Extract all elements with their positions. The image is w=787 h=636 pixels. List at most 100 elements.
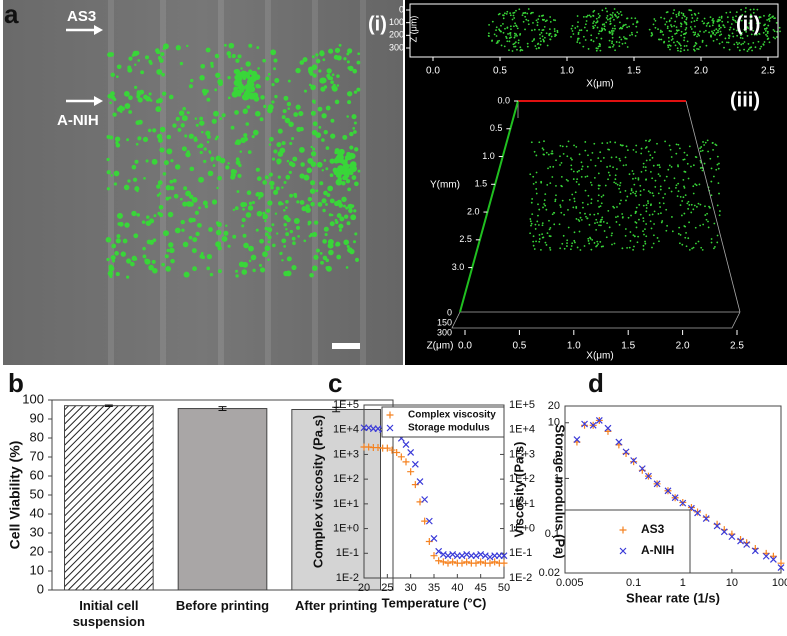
- cell: [607, 178, 609, 181]
- cell: [545, 208, 548, 211]
- cell: [659, 188, 662, 191]
- stripe: [108, 0, 114, 365]
- cell: [686, 154, 689, 157]
- cell: [259, 117, 264, 122]
- data-point: [604, 427, 612, 435]
- cell: [649, 191, 652, 194]
- cell: [695, 205, 698, 208]
- cell: [594, 222, 596, 225]
- cell: [531, 29, 533, 32]
- cell: [319, 181, 324, 186]
- y-tick-label: 10: [548, 417, 560, 429]
- cell: [549, 248, 552, 251]
- cell: [668, 164, 671, 167]
- cell: [263, 104, 267, 109]
- cell: [705, 44, 708, 47]
- cell: [509, 14, 512, 17]
- cell: [115, 272, 120, 277]
- cell: [329, 221, 335, 227]
- cell: [537, 214, 539, 217]
- cell: [683, 185, 685, 188]
- cell: [142, 254, 147, 259]
- cell: [322, 208, 326, 213]
- cell: [632, 234, 635, 237]
- cell: [174, 164, 181, 170]
- cell: [619, 11, 622, 13]
- cell: [682, 12, 685, 15]
- cell: [219, 117, 223, 121]
- cell: [538, 238, 541, 240]
- cell: [682, 196, 685, 199]
- x-tick-label: 10: [726, 577, 738, 589]
- cell: [539, 37, 542, 40]
- cell: [590, 39, 593, 42]
- cell: [729, 26, 732, 29]
- cell: [527, 23, 530, 26]
- cell: [726, 16, 729, 19]
- cell: [611, 30, 613, 33]
- cell: [235, 274, 239, 278]
- cell: [572, 206, 575, 209]
- cell: [105, 236, 112, 243]
- cell: [764, 23, 766, 26]
- cell: [677, 14, 680, 17]
- cell: [343, 168, 349, 175]
- cell: [682, 14, 685, 17]
- cell: [535, 154, 538, 157]
- cell: [700, 146, 703, 148]
- cell: [543, 140, 545, 143]
- cell: [534, 223, 537, 226]
- cell: [598, 30, 601, 32]
- cell: [585, 215, 587, 218]
- cell: [568, 198, 571, 201]
- cell: [515, 9, 517, 12]
- cell: [608, 31, 611, 34]
- cell: [143, 176, 146, 180]
- cell: [592, 11, 595, 13]
- cell: [274, 212, 278, 215]
- cell: [297, 235, 300, 238]
- cell: [688, 145, 691, 148]
- cell: [584, 189, 587, 192]
- cell: [582, 35, 585, 38]
- cell: [286, 159, 290, 163]
- cell: [673, 25, 676, 27]
- cell: [693, 20, 696, 23]
- cell: [609, 20, 612, 23]
- cell: [713, 222, 716, 225]
- cell: [345, 178, 351, 184]
- cell: [629, 34, 631, 37]
- cell: [248, 43, 253, 48]
- cell: [606, 166, 608, 168]
- cell: [683, 170, 686, 173]
- cell: [580, 161, 583, 164]
- cell: [544, 20, 547, 23]
- cell: [679, 44, 682, 47]
- cell: [206, 266, 211, 271]
- cell: [632, 177, 634, 180]
- cell: [653, 18, 656, 20]
- cell: [678, 147, 681, 150]
- cell: [711, 142, 714, 144]
- cell: [230, 168, 236, 174]
- cell: [644, 242, 647, 245]
- cell: [509, 12, 512, 15]
- cell: [598, 15, 601, 17]
- cell: [298, 147, 305, 153]
- cell: [675, 152, 678, 155]
- cell: [271, 100, 275, 104]
- cell: [165, 265, 172, 272]
- cell: [550, 35, 553, 38]
- cell: [642, 248, 645, 251]
- cell: [712, 20, 715, 22]
- cell: [618, 157, 621, 160]
- cell: [234, 206, 239, 211]
- cell: [637, 178, 640, 181]
- cell: [543, 36, 546, 39]
- cell: [745, 7, 747, 9]
- cell: [346, 52, 350, 56]
- cell: [573, 197, 576, 200]
- y-tick-label: 1E-2: [336, 572, 359, 584]
- cell: [200, 63, 206, 69]
- cell: [553, 223, 556, 226]
